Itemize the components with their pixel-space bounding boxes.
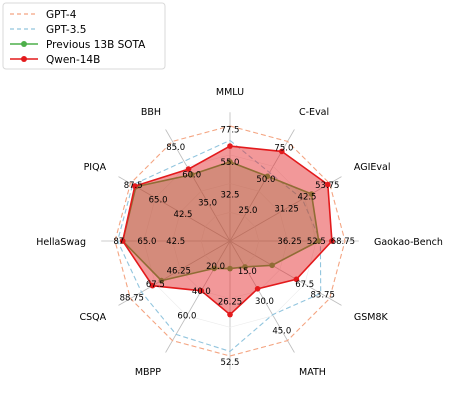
series-qwen-14b [119, 143, 335, 318]
tick-label-math: 30.0 [255, 297, 274, 307]
tick-label-mmlu: 77.5 [221, 126, 240, 136]
axis-label-piqa: PIQA [84, 162, 107, 173]
tick-label-piqa: 87.5 [124, 181, 143, 191]
tick-label-mmlu: 32.5 [221, 190, 240, 200]
tick-label-gaokao-bench: 52.5 [307, 237, 326, 247]
tick-label-humaneval: 52.5 [221, 358, 240, 368]
legend-frame [2, 2, 166, 70]
legend-marker [21, 41, 27, 47]
radar-axis-labels: MMLU C-Eval AGIEval Gaokao-Bench GSM8K MATH MB… [36, 87, 443, 378]
axis-label-hellaswag: HellaSwag [36, 237, 86, 248]
axis-label-gsm8k: GSM8K [354, 312, 389, 323]
tick-label-csqa: 88.75 [120, 294, 144, 304]
tick-label-csqa: 67.5 [146, 280, 165, 290]
tick-label-hellaswag: 42.5 [166, 237, 185, 247]
radar-series-layer [114, 125, 346, 357]
tick-label-bbh: 35.0 [198, 198, 217, 208]
spoke-bbh [165, 129, 231, 242]
point-qwen-14b-piqa [132, 183, 138, 189]
point-qwen-14b-mmlu [227, 143, 233, 149]
point-previous-13b-sota-bbh [188, 171, 195, 178]
legend-entry-gpt35: GPT-3.5 [10, 24, 86, 36]
tick-label-c-eval: 25.0 [239, 206, 258, 216]
point-qwen-14b-c-eval [279, 148, 285, 155]
legend-entry-qwen-14b: Qwen-14B [10, 54, 100, 66]
tick-label-csqa: 46.25 [167, 267, 191, 277]
tick-label-c-eval: 50.0 [256, 175, 275, 185]
series-gpt-4 [114, 125, 346, 357]
tick-label-mbpp: 40.0 [192, 287, 211, 297]
tick-label-gaokao-bench: 68.75 [331, 237, 355, 247]
tick-label-mbpp: 60.0 [177, 312, 196, 322]
tick-label-c-eval: 75.0 [274, 144, 293, 154]
point-previous-13b-sota-mbpp [211, 265, 217, 272]
spoke-csqa [118, 240, 231, 306]
legend-entry-gpt4: GPT-4 [10, 9, 77, 21]
tick-label-gaokao-bench: 36.25 [277, 237, 301, 247]
point-qwen-14b-math [254, 286, 261, 292]
point-previous-13b-sota-csqa [158, 277, 165, 284]
point-previous-13b-sota-math [242, 264, 248, 270]
point-previous-13b-sota-humaneval [227, 265, 233, 272]
tick-label-gsm8k: 83.75 [311, 291, 335, 301]
axis-label-bbh: BBH [141, 107, 161, 118]
legend-label: GPT-4 [46, 9, 77, 21]
axis-label-csqa: CSQA [79, 312, 106, 323]
legend-label: Previous 13B SOTA [46, 39, 146, 51]
point-qwen-14b-gsm8k [293, 276, 300, 283]
axis-label-agieval: AGIEval [354, 162, 391, 173]
point-qwen-14b-humaneval [227, 311, 233, 318]
tick-label-mbpp: 20.0 [206, 262, 225, 272]
tick-label-agieval: 53.75 [315, 181, 339, 191]
axis-label-mmlu: MMLU [216, 87, 244, 98]
point-previous-13b-sota-mmlu [227, 159, 233, 165]
tick-label-piqa: 42.5 [174, 210, 193, 220]
tick-label-hellaswag: 65.0 [137, 237, 156, 247]
tick-label-gsm8k: 67.5 [295, 280, 314, 290]
tick-label-piqa: 65.0 [149, 196, 168, 206]
axis-label-mbpp: MBPP [135, 367, 161, 378]
tick-label-humaneval: 26.25 [218, 297, 242, 307]
axis-label-c-eval: C-Eval [299, 107, 329, 118]
point-qwen-14b-agieval [325, 181, 331, 188]
tick-label-agieval: 31.25 [274, 204, 298, 214]
axis-label-gaokao-bench: Gaokao-Bench [374, 237, 443, 248]
axis-label-math: MATH [299, 367, 326, 378]
tick-label-bbh: 60.0 [182, 171, 201, 181]
grid-ring-2 [172, 183, 288, 299]
point-qwen-14b-hellaswag [119, 238, 126, 244]
point-qwen-14b-bbh [185, 166, 192, 172]
point-qwen-14b-gaokao-bench [329, 238, 335, 244]
tick-label-agieval: 42.5 [298, 193, 317, 203]
point-previous-13b-sota-gsm8k [269, 262, 275, 269]
chart-legend: GPT-4 GPT-3.5 Previous 13B SOTA Qwen-14B [2, 2, 166, 70]
tick-label-bbh: 85.0 [166, 143, 185, 153]
spoke-gsm8k [229, 240, 342, 306]
legend-entry-previous-13b-sota: Previous 13B SOTA [10, 39, 146, 51]
legend-marker [21, 56, 27, 62]
series-line-gpt-3-5 [117, 139, 322, 353]
legend-label: Qwen-14B [46, 54, 100, 66]
legend-label: GPT-3.5 [46, 24, 86, 36]
point-qwen-14b-mbpp [198, 288, 205, 294]
tick-label-math: 15.0 [238, 267, 257, 277]
tick-label-math: 45.0 [272, 327, 291, 337]
radar-tick-labels: 77.555.032.575.050.025.053.7542.531.2568… [113, 126, 355, 368]
series-line-gpt-4 [114, 125, 346, 357]
point-qwen-14b-csqa [149, 282, 156, 289]
spoke-math [229, 240, 295, 353]
point-previous-13b-sota-c-eval [264, 173, 271, 180]
tick-label-mmlu: 55.0 [221, 158, 240, 168]
grid-ring-3 [143, 154, 317, 328]
tick-label-hellaswag: 87 [113, 237, 124, 247]
series-gpt-3-5 [117, 139, 322, 353]
spoke-agieval [229, 176, 342, 242]
point-previous-13b-sota-gaokao-bench [315, 238, 322, 244]
spoke-c-eval [229, 129, 295, 242]
point-previous-13b-sota-agieval [308, 191, 315, 197]
